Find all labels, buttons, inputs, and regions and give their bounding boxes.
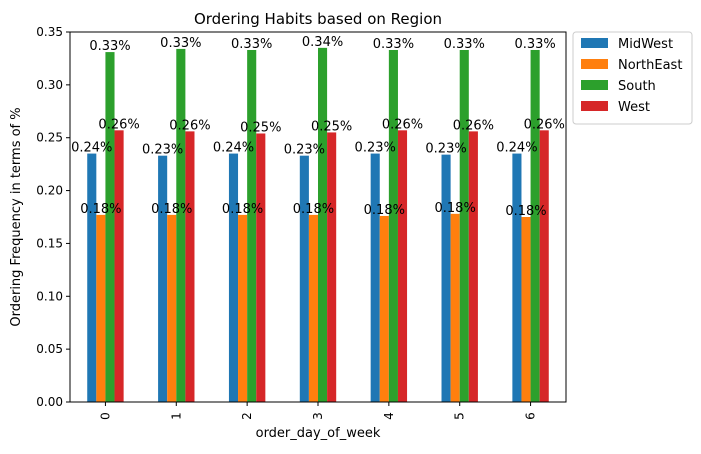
bar-midwest [158,155,168,402]
bar-northeast [379,215,389,402]
y-tick-label: 0.35 [36,25,63,39]
legend-swatch-west [581,101,608,111]
bar-west [539,130,549,403]
y-axis-label: Ordering Frequency in terms of % [9,107,24,326]
legend: MidWest NorthEast South West [572,31,693,125]
bar-south [176,48,186,403]
bar-midwest [299,155,309,402]
bar-south [459,49,469,402]
data-label: 0.33% [160,36,201,51]
data-label: 0.18% [435,201,476,216]
legend-label: MidWest [618,37,673,52]
legend-swatch-northeast [581,59,608,69]
bar-west [114,130,124,403]
data-label: 0.23% [284,143,325,158]
data-label: 0.33% [373,37,414,52]
data-label: 0.25% [311,119,352,134]
bar-south [318,47,328,402]
bar-south [247,49,257,402]
plot-area: 0.00 0.05 0.10 0.15 0.20 0.25 0.30 0.35 0 1 2 3 4 5 6 0… [36,25,565,420]
bar-midwest [441,154,451,402]
bar-west [185,131,195,402]
legend-label: West [618,100,650,115]
bar-northeast [167,214,177,402]
x-tick-label: 2 [240,412,254,420]
y-tick-label: 0.25 [36,131,63,145]
bar-northeast [96,214,106,402]
bar-west [327,132,337,402]
data-label: 0.23% [355,141,396,156]
data-label: 0.24% [71,141,112,156]
data-label: 0.34% [302,35,343,50]
bar-south [105,52,115,402]
x-tick-label: 1 [169,412,183,420]
bar-northeast [238,214,248,402]
data-label: 0.33% [444,37,485,52]
legend-swatch-midwest [581,38,608,48]
y-tick-label: 0.00 [36,395,63,409]
bar-west [397,130,408,403]
data-label: 0.24% [496,141,537,156]
data-label: 0.33% [514,37,555,52]
data-label: 0.23% [142,143,183,158]
data-label: 0.33% [89,39,130,54]
bar-south [530,49,540,402]
data-label: 0.18% [364,203,405,218]
chart-title: Ordering Habits based on Region [194,10,442,28]
data-label: 0.25% [240,120,281,135]
x-tick-label: 0 [98,412,112,420]
bar-midwest [370,153,380,402]
y-tick-label: 0.20 [36,184,63,198]
bar-south [388,49,398,402]
y-tick-label: 0.15 [36,236,63,250]
data-label: 0.24% [213,141,254,156]
bar-midwest [512,153,522,402]
bar-west [468,131,478,402]
data-label: 0.23% [425,142,466,157]
bar-northeast [308,214,318,402]
data-label: 0.33% [231,37,272,52]
data-label: 0.18% [151,202,192,217]
y-tick-label: 0.05 [36,342,63,356]
x-tick-label: 5 [453,412,467,420]
y-tick-label: 0.30 [36,78,63,92]
x-tick-label: 6 [524,412,538,420]
data-label: 0.18% [80,202,121,217]
bar-west [256,133,266,402]
x-tick-label: 4 [382,412,396,420]
x-tick-label: 3 [311,412,325,420]
bar-northeast [450,213,460,402]
data-label: 0.18% [293,202,334,217]
bar-midwest [87,153,97,402]
data-label: 0.26% [169,118,210,133]
x-axis-label: order_day_of_week [256,426,381,441]
plot-frame [69,31,567,403]
legend-label: South [618,79,656,94]
data-label: 0.26% [524,117,565,132]
data-label: 0.18% [222,202,263,217]
data-label: 0.26% [453,118,494,133]
legend-swatch-south [581,80,608,90]
data-label: 0.26% [98,117,139,132]
bar-midwest [228,153,239,402]
data-label: 0.18% [505,204,546,219]
data-label: 0.26% [382,117,423,132]
legend-label: NorthEast [618,58,682,73]
y-tick-label: 0.10 [36,289,63,303]
bar-northeast [521,217,531,402]
